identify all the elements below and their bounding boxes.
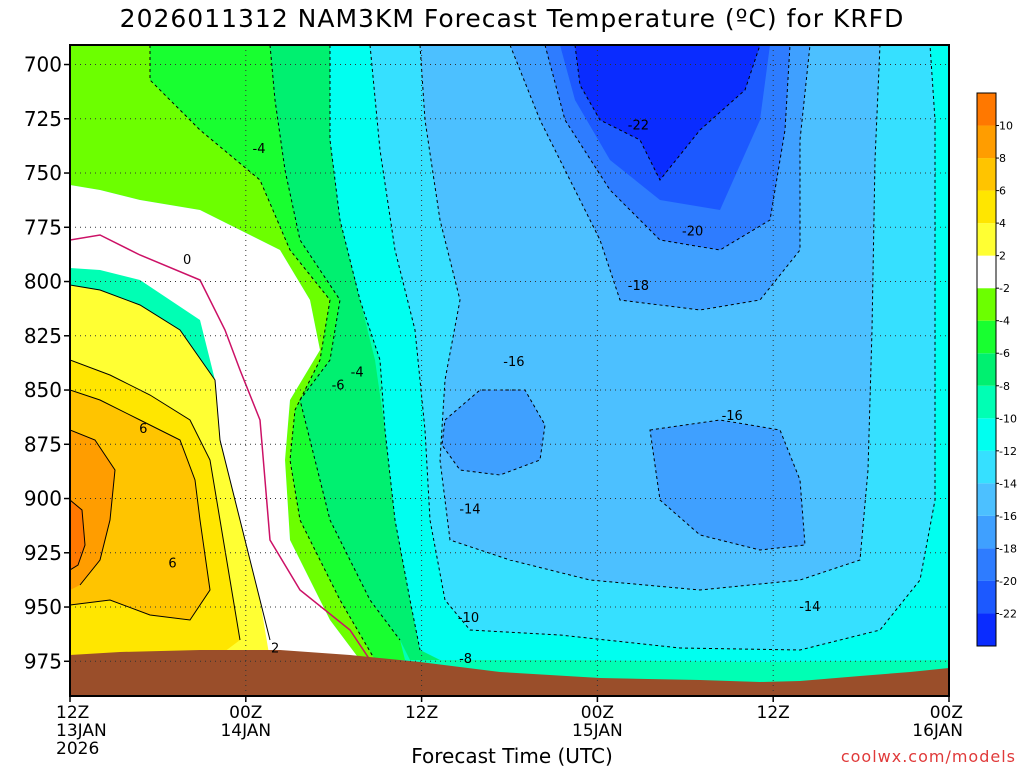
colorbar-label: -6 bbox=[999, 347, 1010, 360]
colorbar-label: 4 bbox=[999, 217, 1006, 230]
band-minus-22 bbox=[575, 45, 760, 180]
contour-labels: -4 0 6 6 2 -4 -6 -22 -20 -18 -16 -16 -14 -10 -8 -14 bbox=[139, 118, 820, 667]
x-tick-label: 00Z bbox=[229, 703, 262, 723]
y-tick-label: 850 bbox=[24, 378, 62, 402]
colorbar-label: -16 bbox=[999, 510, 1017, 523]
colorbar-swatch bbox=[977, 288, 996, 321]
y-tick-label: 975 bbox=[24, 649, 62, 673]
colorbar-swatch bbox=[977, 320, 996, 354]
y-tick-label: 725 bbox=[24, 107, 62, 131]
contour-label: -8 bbox=[459, 652, 472, 667]
y-tick-label: 750 bbox=[24, 161, 62, 185]
colorbar-swatch bbox=[977, 515, 996, 549]
y-tick-label: 800 bbox=[24, 270, 62, 294]
contour-label: -4 bbox=[351, 366, 364, 381]
contour-label: 6 bbox=[168, 557, 176, 572]
x-tick-label: 14JAN bbox=[220, 721, 271, 741]
x-tick-label: 12Z bbox=[56, 703, 89, 723]
colorbar-label: -18 bbox=[999, 542, 1017, 555]
colorbar-label: -14 bbox=[999, 477, 1017, 490]
y-tick-label: 875 bbox=[24, 432, 62, 456]
band-minus-2-white bbox=[70, 185, 360, 660]
y-axis: 700 725 750 775 800 825 850 875 900 925 950 975 bbox=[24, 53, 70, 673]
contour-label: -10 bbox=[458, 611, 479, 626]
band-minus-16-leftblob bbox=[442, 390, 545, 475]
colorbar-label: 2 bbox=[999, 250, 1006, 263]
colorbar-swatch bbox=[977, 483, 996, 516]
terrain bbox=[70, 650, 949, 696]
colorbar-label: -10 bbox=[999, 412, 1017, 425]
contour-label: 2 bbox=[271, 641, 279, 656]
y-tick-label: 900 bbox=[24, 487, 62, 511]
band-minus-4 bbox=[70, 45, 375, 660]
x-tick-label: 12Z bbox=[757, 703, 790, 723]
colorbar-label: -8 bbox=[999, 380, 1010, 393]
temperature-field bbox=[70, 45, 949, 696]
y-tick-label: 700 bbox=[24, 53, 62, 77]
contour-label: 6 bbox=[139, 422, 147, 437]
x-tick-label: 16JAN bbox=[912, 721, 963, 741]
colorbar-label: -22 bbox=[999, 607, 1017, 620]
colorbar-frame bbox=[976, 92, 997, 647]
plot-frame bbox=[69, 44, 950, 697]
colorbar-label: -12 bbox=[999, 445, 1017, 458]
colorbar-label: -4 bbox=[999, 315, 1010, 328]
contour-label: -6 bbox=[332, 379, 345, 394]
contour-label: -22 bbox=[628, 118, 649, 133]
x-tick-label: 00Z bbox=[581, 703, 614, 723]
contour-label: -14 bbox=[799, 600, 820, 615]
watermark: coolwx.com/models bbox=[840, 747, 1016, 766]
colorbar-swatch bbox=[977, 190, 996, 224]
contour-label: -18 bbox=[628, 279, 649, 294]
contour-label: -4 bbox=[253, 142, 266, 157]
colorbar-swatch bbox=[977, 223, 996, 256]
contour-label: -14 bbox=[459, 502, 480, 517]
band-plus-10 bbox=[70, 500, 85, 570]
contour-label: -16 bbox=[722, 409, 743, 424]
colorbar-label: 10 bbox=[999, 120, 1013, 133]
colorbar-swatch bbox=[977, 580, 996, 614]
colorbar-swatch bbox=[977, 353, 996, 386]
colorbar-swatch bbox=[977, 450, 996, 484]
contour-label: 0 bbox=[183, 253, 191, 268]
colorbar-swatch bbox=[977, 385, 996, 419]
colorbar-swatch bbox=[977, 158, 996, 191]
colorbar-swatch bbox=[977, 613, 996, 646]
y-tick-label: 925 bbox=[24, 541, 62, 565]
x-tick-label: 00Z bbox=[930, 703, 963, 723]
band-minus-6 bbox=[150, 45, 405, 660]
grid-lines bbox=[70, 45, 949, 696]
contour-label: -16 bbox=[503, 355, 524, 370]
colorbar-swatch bbox=[977, 93, 996, 126]
y-tick-label: 950 bbox=[24, 595, 62, 619]
colorbar-label: 6 bbox=[999, 185, 1006, 198]
x-tick-label: 12Z bbox=[405, 703, 438, 723]
y-tick-label: 825 bbox=[24, 324, 62, 348]
colorbar-swatch bbox=[977, 418, 996, 451]
band-minus-8 bbox=[270, 45, 440, 660]
band-plus-6 bbox=[70, 390, 210, 620]
x-tick-label: 2026 bbox=[56, 739, 99, 759]
colorbar-label: 8 bbox=[999, 152, 1006, 165]
colorbar-swatch bbox=[977, 255, 996, 289]
chart-title: 2026011312 NAM3KM Forecast Temperature (… bbox=[119, 4, 905, 33]
contour-label: -20 bbox=[682, 225, 703, 240]
colorbar-label: -2 bbox=[999, 282, 1010, 295]
x-tick-label: 15JAN bbox=[572, 721, 623, 741]
band-minus-16-lowblob bbox=[650, 420, 805, 550]
colorbar-swatch bbox=[977, 125, 996, 159]
y-tick-label: 775 bbox=[24, 215, 62, 239]
contour-lines bbox=[70, 45, 936, 661]
x-tick-label: 13JAN bbox=[56, 721, 107, 741]
colorbar-swatch bbox=[977, 548, 996, 581]
colorbar-label: -20 bbox=[999, 575, 1017, 588]
